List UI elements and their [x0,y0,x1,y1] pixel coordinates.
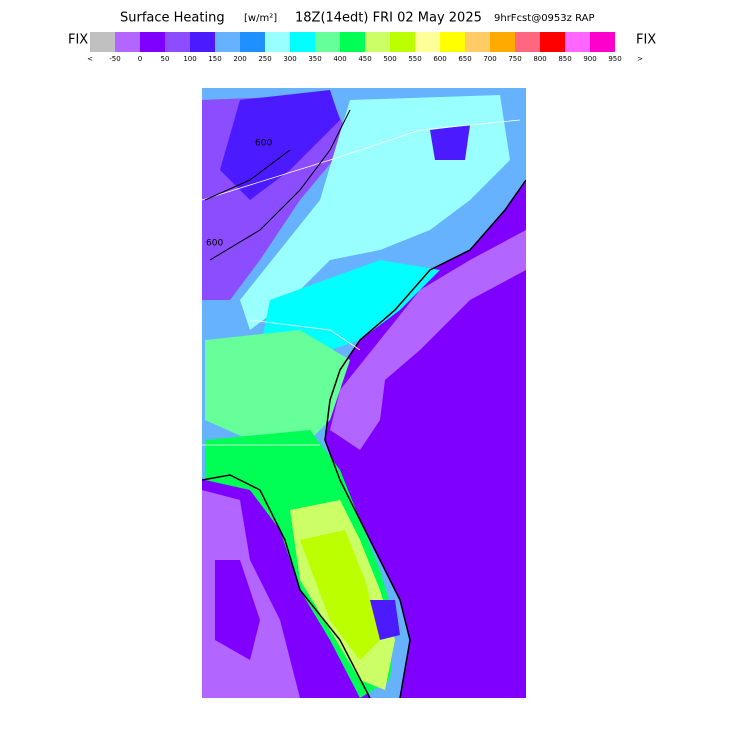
legend-swatch [290,32,315,52]
legend-swatch [240,32,265,52]
legend-label: 0 [138,55,142,63]
legend-swatch [265,32,290,52]
legend-label: 850 [558,55,571,63]
legend-swatch [390,32,415,52]
legend-swatch [190,32,215,52]
legend-label: 600 [433,55,446,63]
legend-label: > [637,55,643,63]
legend-swatch [90,32,115,52]
legend-label: 500 [383,55,396,63]
legend-label: 300 [283,55,296,63]
legend-swatch [515,32,540,52]
legend-label: 750 [508,55,521,63]
units: [w/m²] [244,13,277,24]
legend-label: 950 [608,55,621,63]
legend: < -50 0 50 100 150 200 250 300 350 400 450 500 550 600… [87,32,643,63]
legend-left-label: FIX [68,33,88,48]
legend-swatch [465,32,490,52]
legend-swatch [415,32,440,52]
legend-swatch [340,32,365,52]
legend-label: 350 [308,55,321,63]
legend-swatch [540,32,565,52]
title: Surface Heating [120,11,225,26]
contour-label: 600 [206,239,223,249]
legend-label: < [87,55,93,63]
legend-right-label: FIX [636,33,656,48]
legend-swatch [165,32,190,52]
legend-label: 100 [183,55,196,63]
legend-swatch [115,32,140,52]
legend-label: 400 [333,55,346,63]
legend-label: 650 [458,55,471,63]
legend-swatch [490,32,515,52]
legend-swatch [215,32,240,52]
legend-label: 550 [408,55,421,63]
legend-swatch [565,32,590,52]
legend-label: 50 [161,55,170,63]
forecast: 9hrFcst@0953z RAP [494,13,594,24]
legend-swatch [365,32,390,52]
legend-swatch [140,32,165,52]
legend-label: 800 [533,55,546,63]
legend-label: 700 [483,55,496,63]
legend-label: 150 [208,55,221,63]
legend-label: 200 [233,55,246,63]
map: 600 600 [202,88,526,698]
legend-label: 900 [583,55,596,63]
contour-label: 600 [255,139,272,149]
valid-time: 18Z(14edt) FRI 02 May 2025 [295,11,482,26]
legend-swatch [440,32,465,52]
legend-swatch [315,32,340,52]
legend-swatch [590,32,615,52]
legend-label: 450 [358,55,371,63]
legend-label: 250 [258,55,271,63]
legend-label: -50 [109,55,120,63]
